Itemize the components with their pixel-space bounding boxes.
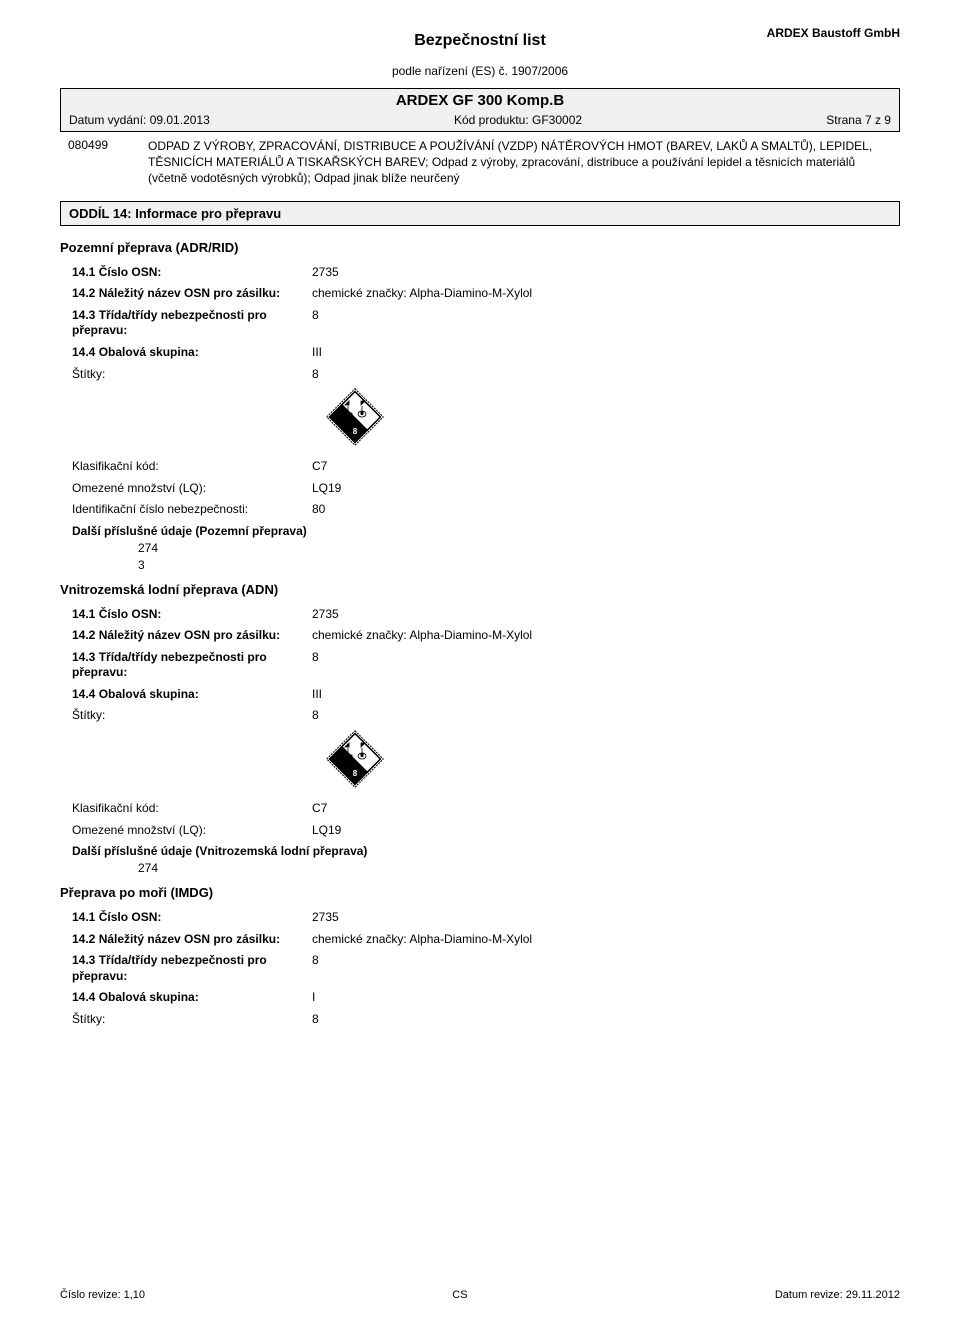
label-proper-name: 14.2 Náležitý název OSN pro zásilku: [72, 932, 312, 948]
waste-code: 080499 [68, 138, 132, 187]
adn-group: III [312, 687, 900, 703]
label-un-number: 14.1 Číslo OSN: [72, 265, 312, 281]
label-un-number: 14.1 Číslo OSN: [72, 910, 312, 926]
label-class: 14.3 Třída/třídy nebezpečnosti pro přepr… [72, 650, 312, 681]
product-header-box: ARDEX GF 300 Komp.B Datum vydání: 09.01.… [60, 88, 900, 132]
adn-extra-title: Další příslušné údaje (Vnitrozemská lodn… [72, 844, 900, 858]
adn-extra-1: 274 [138, 860, 900, 877]
label-limited-qty: Omezené množství (LQ): [72, 481, 312, 497]
svg-text:8: 8 [353, 769, 358, 778]
label-packing-group: 14.4 Obalová skupina: [72, 990, 312, 1006]
adr-class: 8 [312, 308, 900, 339]
imdg-name: chemické značky: Alpha-Diamino-M-Xylol [312, 932, 900, 948]
footer-revision-date: Datum revize: 29.11.2012 [775, 1289, 900, 1301]
page-footer: Číslo revize: 1,10 CS Datum revize: 29.1… [60, 1289, 900, 1301]
adn-block: 14.1 Číslo OSN:2735 14.2 Náležitý název … [72, 607, 900, 878]
label-un-number: 14.1 Číslo OSN: [72, 607, 312, 623]
adr-extra-title: Další příslušné údaje (Pozemní přeprava) [72, 524, 900, 538]
meta-row: Datum vydání: 09.01.2013 Kód produktu: G… [69, 113, 891, 127]
adr-class-code: C7 [312, 459, 900, 475]
footer-lang: CS [452, 1289, 467, 1301]
footer-revision-no: Číslo revize: 1,10 [60, 1289, 145, 1301]
label-stickers: Štítky: [72, 1012, 312, 1028]
adr-block: 14.1 Číslo OSN:2735 14.2 Náležitý název … [72, 265, 900, 574]
adn-un: 2735 [312, 607, 900, 623]
page-number: Strana 7 z 9 [826, 113, 891, 127]
adn-class: 8 [312, 650, 900, 681]
adn-class-code: C7 [312, 801, 900, 817]
imdg-block: 14.1 Číslo OSN:2735 14.2 Náležitý název … [72, 910, 900, 1028]
adr-extra-2: 3 [138, 557, 900, 574]
adr-hazard-id: 80 [312, 502, 900, 518]
label-stickers: Štítky: [72, 367, 312, 383]
imdg-title: Přeprava po moři (IMDG) [60, 885, 900, 900]
label-packing-group: 14.4 Obalová skupina: [72, 345, 312, 361]
waste-row: 080499 ODPAD Z VÝROBY, ZPRACOVÁNÍ, DISTR… [60, 132, 900, 197]
company-name: ARDEX Baustoff GmbH [767, 26, 900, 40]
adr-extra-1: 274 [138, 540, 900, 557]
adr-name: chemické značky: Alpha-Diamino-M-Xylol [312, 286, 900, 302]
label-class-code: Klasifikační kód: [72, 801, 312, 817]
hazard-class-8-icon: 8 [326, 730, 900, 791]
adr-lq: LQ19 [312, 481, 900, 497]
imdg-group: I [312, 990, 900, 1006]
product-code: Kód produktu: GF30002 [454, 113, 582, 127]
product-name: ARDEX GF 300 Komp.B [69, 92, 891, 109]
imdg-stickers: 8 [312, 1012, 900, 1028]
label-proper-name: 14.2 Náležitý název OSN pro zásilku: [72, 628, 312, 644]
label-proper-name: 14.2 Náležitý název OSN pro zásilku: [72, 286, 312, 302]
label-class: 14.3 Třída/třídy nebezpečnosti pro přepr… [72, 308, 312, 339]
label-class-code: Klasifikační kód: [72, 459, 312, 475]
adr-group: III [312, 345, 900, 361]
hazard-class-8-icon: 8 [326, 388, 900, 449]
label-class: 14.3 Třída/třídy nebezpečnosti pro přepr… [72, 953, 312, 984]
adn-stickers: 8 [312, 708, 900, 724]
adr-un: 2735 [312, 265, 900, 281]
date-issued: Datum vydání: 09.01.2013 [69, 113, 210, 127]
waste-description: ODPAD Z VÝROBY, ZPRACOVÁNÍ, DISTRIBUCE A… [148, 138, 892, 187]
adn-name: chemické značky: Alpha-Diamino-M-Xylol [312, 628, 900, 644]
imdg-class: 8 [312, 953, 900, 984]
label-limited-qty: Omezené množství (LQ): [72, 823, 312, 839]
section-14-header: ODDÍL 14: Informace pro přepravu [60, 201, 900, 226]
adn-lq: LQ19 [312, 823, 900, 839]
label-hazard-id: Identifikační číslo nebezpečnosti: [72, 502, 312, 518]
adn-title: Vnitrozemská lodní přeprava (ADN) [60, 582, 900, 597]
imdg-un: 2735 [312, 910, 900, 926]
adr-title: Pozemní přeprava (ADR/RID) [60, 240, 900, 255]
regulation-subtitle: podle nařízení (ES) č. 1907/2006 [60, 64, 900, 78]
label-packing-group: 14.4 Obalová skupina: [72, 687, 312, 703]
svg-text:8: 8 [353, 427, 358, 436]
label-stickers: Štítky: [72, 708, 312, 724]
adr-stickers: 8 [312, 367, 900, 383]
